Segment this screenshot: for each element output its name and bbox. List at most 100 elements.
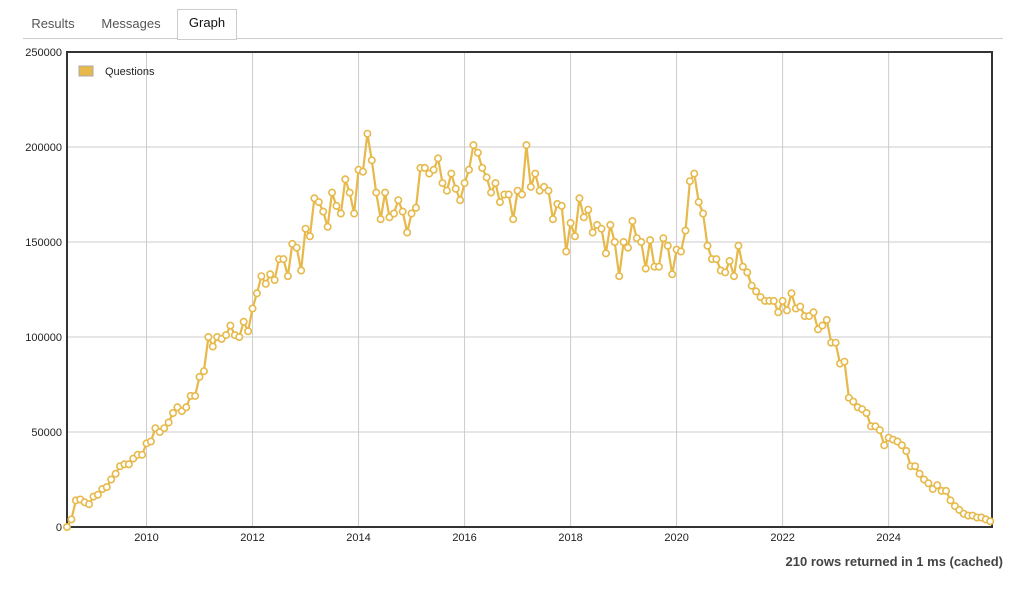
data-point — [831, 338, 840, 347]
data-point — [460, 179, 469, 188]
data-point — [615, 272, 624, 281]
data-point — [376, 215, 385, 224]
x-tick-label: 2010 — [134, 532, 158, 544]
data-point — [526, 182, 535, 191]
data-point — [517, 190, 526, 199]
data-point — [297, 266, 306, 275]
y-tick-label: 200000 — [25, 142, 62, 154]
data-point — [62, 522, 71, 531]
data-point — [420, 163, 429, 172]
data-point — [169, 408, 178, 417]
data-point — [676, 247, 685, 256]
data-point — [752, 287, 761, 296]
data-point — [787, 289, 796, 298]
data-point — [880, 441, 889, 450]
data-point — [822, 315, 831, 324]
data-point — [933, 481, 942, 490]
data-point — [124, 460, 133, 469]
data-point — [447, 169, 456, 178]
data-point — [398, 207, 407, 216]
data-point — [862, 408, 871, 417]
data-point — [986, 517, 995, 526]
data-point — [199, 367, 208, 376]
data-point — [747, 281, 756, 290]
data-point — [208, 342, 217, 351]
data-point — [469, 141, 478, 150]
data-point — [902, 446, 911, 455]
y-tick-label: 150000 — [25, 237, 62, 249]
tab[interactable]: Results — [31, 16, 75, 31]
data-point — [411, 203, 420, 212]
data-point — [270, 275, 279, 284]
tab[interactable]: Messages — [101, 16, 161, 31]
data-point — [160, 424, 169, 433]
data-point — [473, 148, 482, 157]
data-point — [341, 175, 350, 184]
data-point — [915, 469, 924, 478]
data-point — [646, 236, 655, 245]
data-point — [336, 209, 345, 218]
data-point — [257, 272, 266, 281]
data-point — [323, 222, 332, 231]
data-point — [544, 186, 553, 195]
status-text: 210 rows returned in 1 ms (cached) — [786, 554, 1003, 569]
data-point — [637, 238, 646, 247]
data-point — [381, 188, 390, 197]
data-point — [531, 169, 540, 178]
data-point — [942, 486, 951, 495]
data-point — [774, 308, 783, 317]
data-point — [579, 213, 588, 222]
data-point — [562, 247, 571, 256]
data-point — [783, 306, 792, 315]
data-point — [482, 173, 491, 182]
data-point — [182, 403, 191, 412]
data-point — [911, 462, 920, 471]
data-point — [464, 165, 473, 174]
data-point — [102, 483, 111, 492]
data-point — [575, 194, 584, 203]
data-point — [434, 154, 443, 163]
data-point — [570, 232, 579, 241]
data-point — [610, 238, 619, 247]
data-point — [332, 201, 341, 210]
x-tick-label: 2024 — [876, 532, 900, 544]
data-point — [350, 209, 359, 218]
data-point — [495, 198, 504, 207]
x-tick-label: 2018 — [558, 532, 582, 544]
data-point — [946, 496, 955, 505]
data-point — [292, 243, 301, 252]
data-point — [438, 179, 447, 188]
data-point — [588, 228, 597, 237]
data-point — [597, 224, 606, 233]
data-point — [367, 156, 376, 165]
data-point — [685, 177, 694, 186]
data-point — [248, 304, 257, 313]
data-point — [85, 500, 94, 509]
data-point — [584, 205, 593, 214]
data-point — [769, 296, 778, 305]
data-point — [67, 515, 76, 524]
data-point — [244, 327, 253, 336]
data-point — [319, 207, 328, 216]
data-point — [694, 198, 703, 207]
data-point — [191, 391, 200, 400]
y-tick-label: 50000 — [31, 427, 62, 439]
data-point — [239, 317, 248, 326]
data-point — [897, 441, 906, 450]
data-point — [456, 196, 465, 205]
data-point — [283, 272, 292, 281]
data-point — [451, 184, 460, 193]
data-point — [623, 243, 632, 252]
data-point — [522, 141, 531, 150]
data-point — [328, 188, 337, 197]
data-point — [509, 215, 518, 224]
data-point — [204, 332, 213, 341]
plot-frame — [66, 51, 993, 528]
data-point — [743, 268, 752, 277]
data-point — [504, 190, 513, 199]
tab-active[interactable]: Graph — [189, 15, 225, 30]
data-point — [628, 217, 637, 226]
data-point — [924, 479, 933, 488]
data-point — [314, 198, 323, 207]
